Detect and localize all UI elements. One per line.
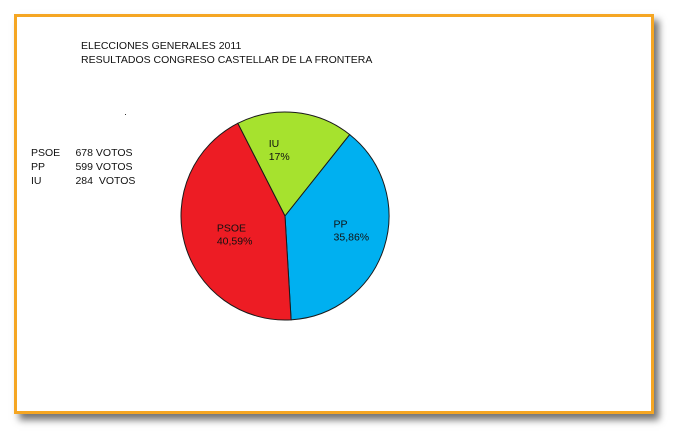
- legend-party: PP: [31, 161, 46, 173]
- slice-percent-iu: 17%: [269, 151, 290, 163]
- slice-percent-psoe: 40,59%: [217, 236, 253, 248]
- legend-votes: 284: [75, 175, 93, 187]
- legend-row-pp: PP 599 VOTOS: [31, 160, 135, 174]
- pie-slice-iu: [237, 111, 351, 217]
- chart-title: ELECCIONES GENERALES 2011: [81, 40, 242, 52]
- stray-dot: [125, 114, 126, 115]
- legend-unit: VOTOS: [95, 147, 133, 159]
- legend-row-iu: IU 284 VOTOS: [31, 174, 135, 188]
- slice-label-pp: PP: [334, 218, 348, 230]
- chart-subtitle: RESULTADOS CONGRESO CASTELLAR DE LA FRON…: [81, 54, 373, 66]
- chart-titles: ELECCIONES GENERALES 2011 RESULTADOS CON…: [81, 39, 372, 67]
- legend-row-psoe: PSOE 678 VOTOS: [31, 146, 135, 160]
- chart-frame: ELECCIONES GENERALES 2011 RESULTADOS CON…: [14, 14, 654, 414]
- legend-votes: 599: [75, 161, 93, 173]
- slice-label-iu: IU: [269, 138, 280, 150]
- pie-slice-pp: [284, 133, 390, 321]
- slice-percent-pp: 35,86%: [334, 231, 370, 243]
- legend-party: PSOE: [31, 147, 61, 159]
- legend-votes: 678: [75, 147, 93, 159]
- votes-legend: PSOE 678 VOTOS PP 599 VOTOS IU 284 VOTOS: [31, 146, 135, 188]
- pie-slice-psoe: [180, 122, 292, 321]
- slice-label-psoe: PSOE: [217, 223, 246, 235]
- legend-party: IU: [31, 175, 42, 187]
- legend-unit: VOTOS: [95, 161, 133, 173]
- legend-unit: VOTOS: [95, 175, 136, 187]
